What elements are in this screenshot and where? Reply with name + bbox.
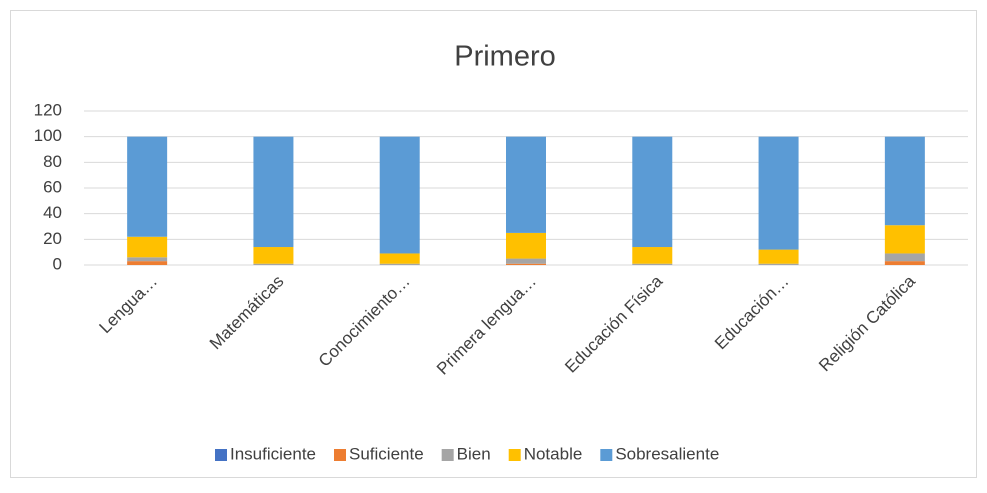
bar-segment: [884, 261, 925, 265]
bar-segment: [506, 136, 546, 233]
legend-swatch: [334, 449, 346, 461]
chart-frame: [10, 10, 977, 478]
bar-segment: [253, 136, 294, 248]
bar-segment: [253, 247, 294, 264]
y-tick-label: 0: [53, 254, 62, 273]
bar-segment: [127, 136, 168, 237]
bar-segment: [758, 263, 799, 265]
bar-segment: [127, 261, 168, 265]
legend-swatch: [215, 449, 227, 461]
bar-segment: [506, 263, 546, 265]
bar-segment: [127, 236, 168, 258]
bar-segment: [884, 136, 925, 226]
legend-label: Bien: [457, 444, 491, 463]
bar-segment: [632, 136, 673, 248]
bar-segment: [506, 232, 546, 259]
bar-segment: [127, 257, 168, 262]
y-tick-label: 20: [43, 229, 62, 248]
bar-segment: [379, 253, 420, 264]
legend-swatch: [441, 449, 454, 461]
bar-segment: [884, 253, 925, 262]
bar-segment: [758, 249, 799, 264]
bar-segment: [379, 136, 420, 254]
bar-segment: [758, 136, 799, 250]
legend-label: Suficiente: [349, 444, 424, 463]
bar-segment: [632, 263, 673, 265]
chart-title: Primero: [454, 41, 556, 73]
y-tick-label: 40: [43, 203, 62, 222]
legend-label: Sobresaliente: [615, 444, 719, 463]
y-tick-label: 80: [43, 152, 62, 171]
legend-swatch: [508, 449, 521, 461]
y-tick-label: 100: [34, 126, 62, 145]
legend-swatch: [600, 449, 613, 461]
y-tick-label: 60: [43, 177, 62, 196]
bar-segment: [379, 263, 420, 265]
bar-segment: [632, 247, 673, 264]
legend-label: Insuficiente: [230, 444, 316, 463]
y-tick-label: 120: [34, 100, 62, 119]
legend-label: Notable: [524, 444, 583, 463]
bar-segment: [884, 225, 925, 254]
bar-segment: [506, 258, 546, 264]
bar-segment: [253, 263, 294, 265]
